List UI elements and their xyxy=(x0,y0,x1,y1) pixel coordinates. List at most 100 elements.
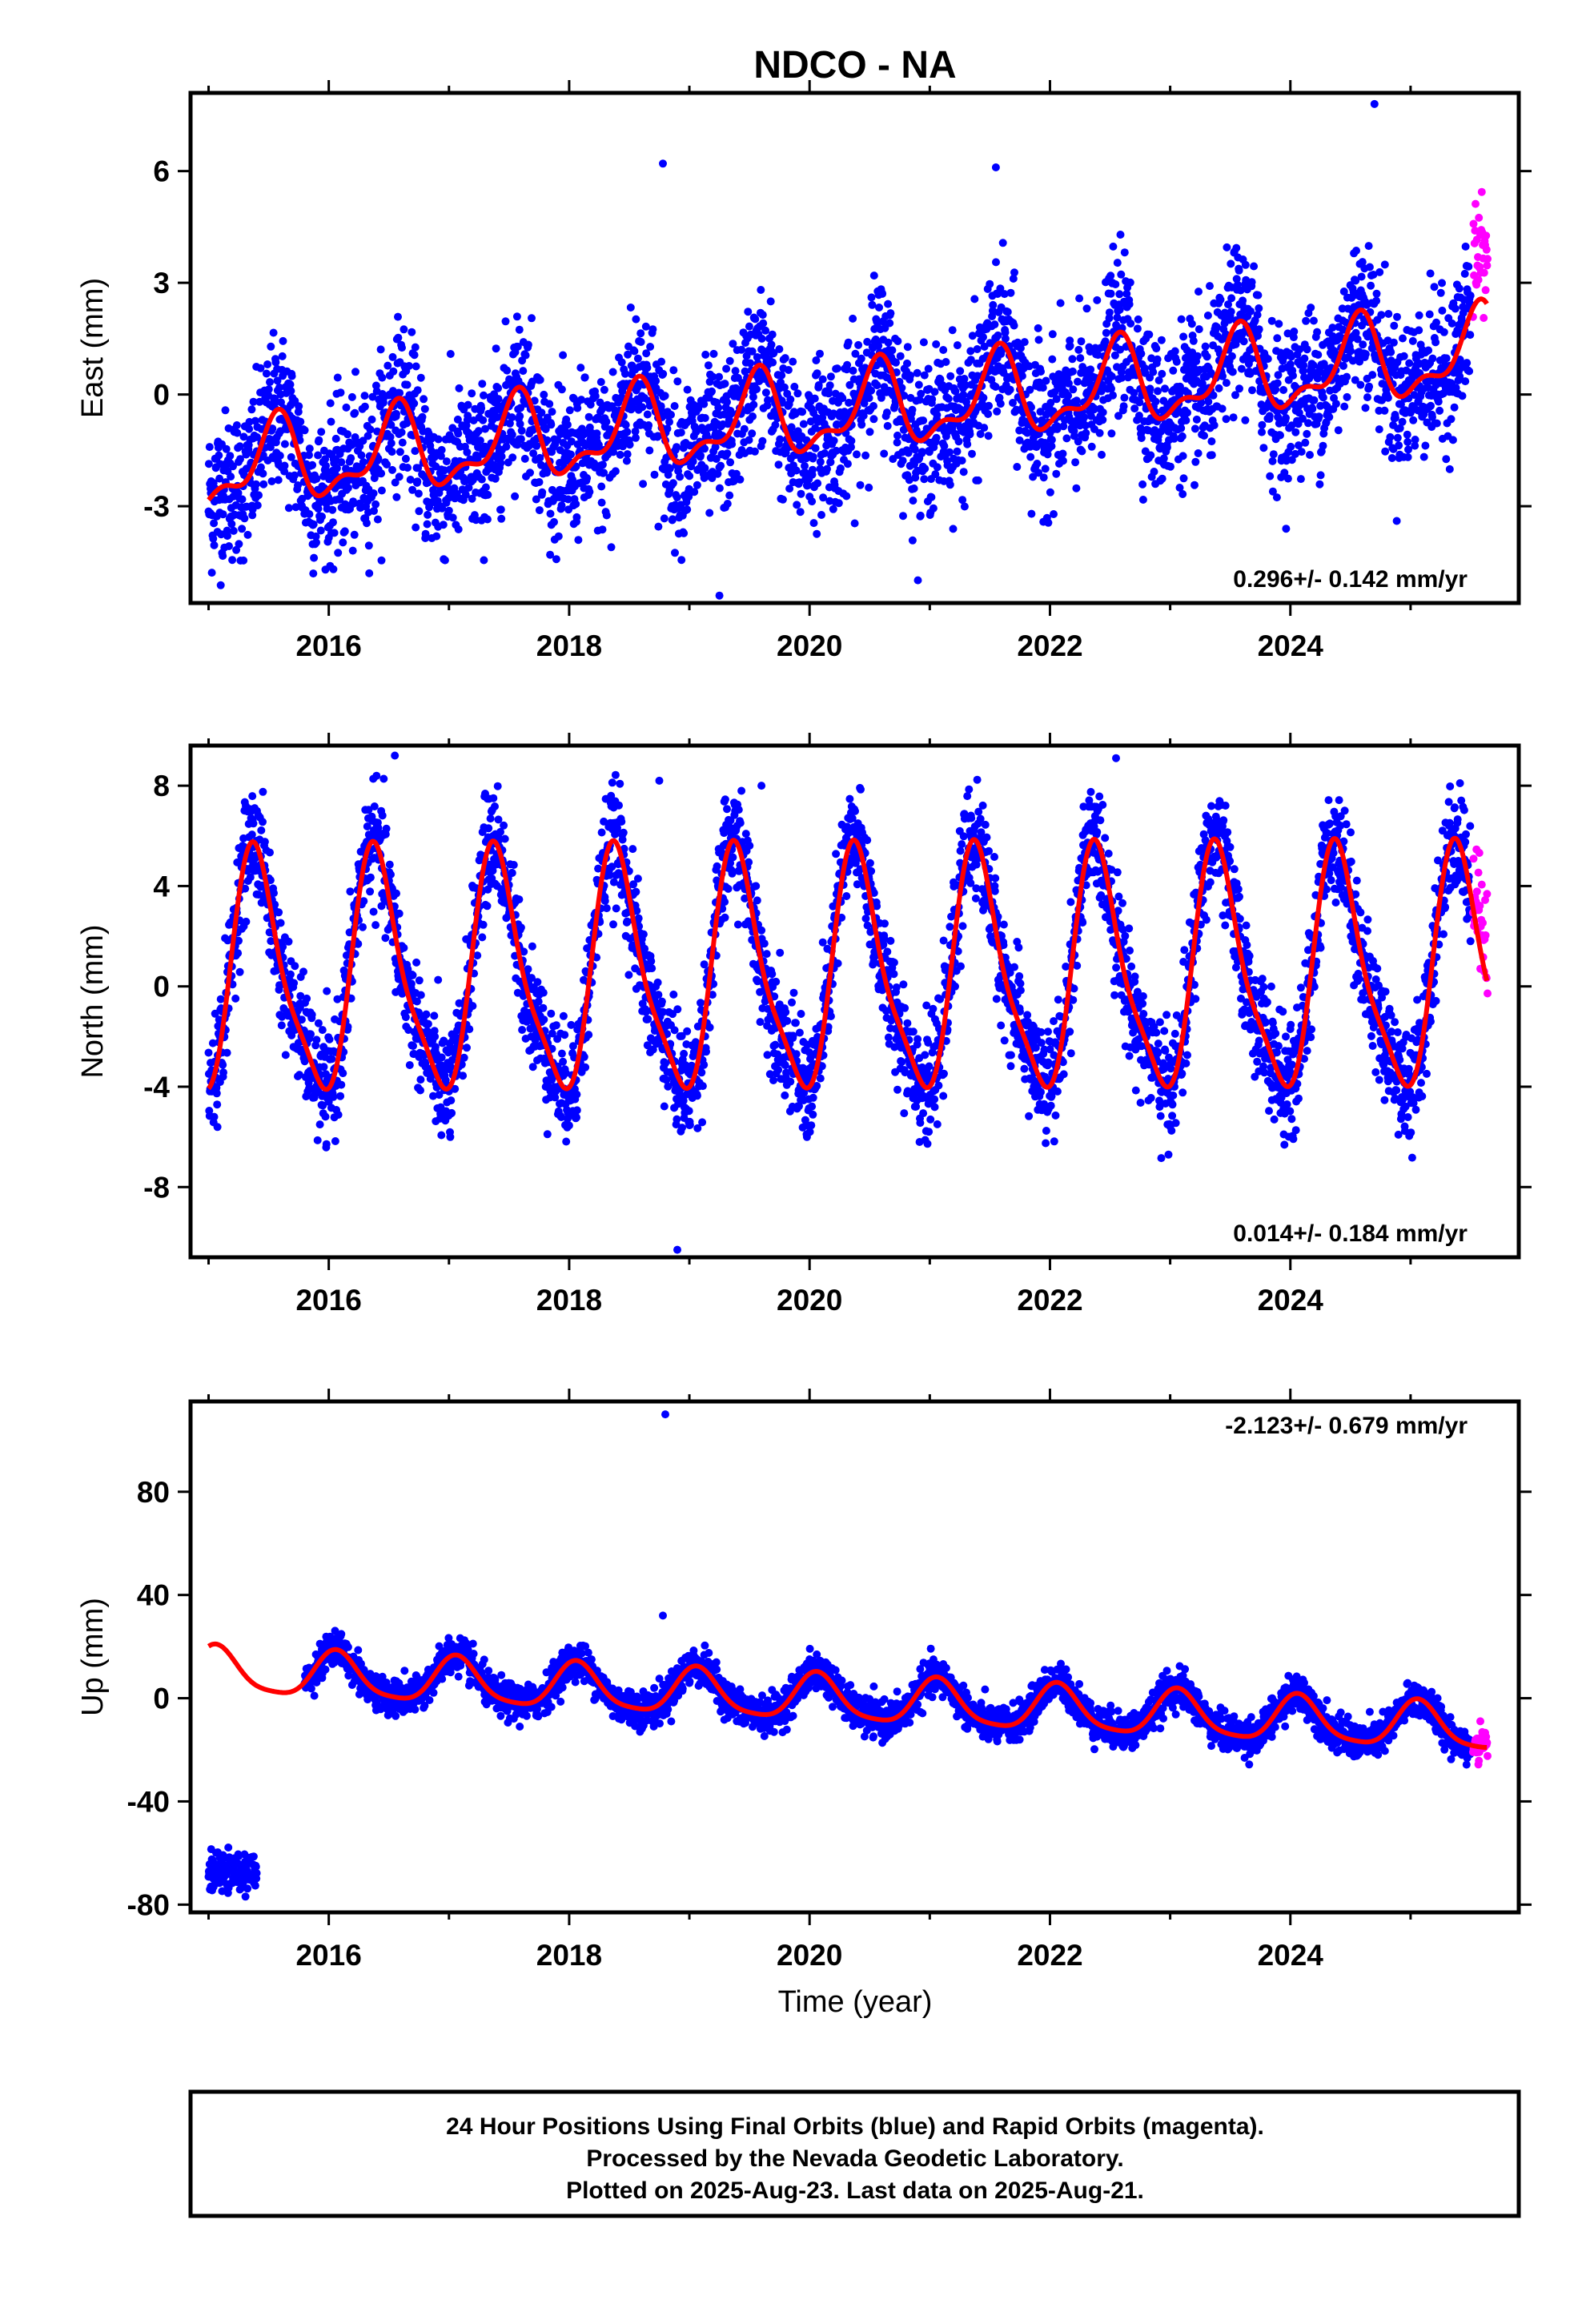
east-point xyxy=(1409,416,1418,424)
east-point xyxy=(267,342,275,351)
east-point xyxy=(529,449,538,458)
east-point xyxy=(966,430,974,439)
east-point xyxy=(1105,308,1114,317)
east-point xyxy=(266,378,274,387)
east-point xyxy=(553,436,562,444)
north-point xyxy=(286,970,295,979)
east-point xyxy=(401,454,410,463)
east-point xyxy=(501,317,510,326)
east-point xyxy=(801,461,809,470)
east-point xyxy=(278,352,287,360)
east-point xyxy=(692,428,701,436)
east-point xyxy=(1169,366,1178,375)
east-point xyxy=(832,446,841,455)
east-point xyxy=(683,505,692,514)
east-point xyxy=(709,372,717,381)
east-point xyxy=(583,474,592,482)
east-point xyxy=(636,329,645,338)
east-point xyxy=(638,403,647,412)
east-point xyxy=(673,443,681,452)
east-point xyxy=(789,357,797,366)
east-point xyxy=(1152,344,1161,353)
east-point xyxy=(481,424,489,433)
east-point xyxy=(205,443,214,452)
north-point xyxy=(307,1030,315,1039)
east-point xyxy=(1254,291,1263,300)
east-point xyxy=(1187,320,1196,328)
east-point xyxy=(857,354,865,363)
east-point xyxy=(1310,396,1319,404)
east-point xyxy=(659,159,667,168)
east-point xyxy=(1448,436,1457,444)
east-point xyxy=(1010,321,1018,330)
east-point xyxy=(1395,441,1403,450)
east-point xyxy=(914,380,923,389)
north-point xyxy=(528,1063,537,1072)
east-point xyxy=(1247,307,1255,316)
east-point xyxy=(287,372,296,380)
east-point xyxy=(869,415,878,424)
east-point xyxy=(275,383,283,392)
east-point xyxy=(376,345,385,354)
east-point xyxy=(1135,398,1144,407)
east-point xyxy=(979,333,987,341)
east-point xyxy=(511,492,520,501)
east-point xyxy=(1304,419,1312,428)
north-point xyxy=(500,821,508,830)
east-point xyxy=(944,394,953,403)
north-point xyxy=(213,1100,222,1109)
east-point xyxy=(608,368,617,376)
east-point xyxy=(461,490,470,499)
east-point xyxy=(1178,490,1187,498)
east-point xyxy=(1419,452,1428,461)
east-point xyxy=(219,552,227,561)
east-point xyxy=(536,376,544,384)
east-point xyxy=(1041,464,1050,473)
north-point xyxy=(303,994,311,1003)
east-point xyxy=(1207,451,1216,460)
east-point xyxy=(387,439,396,448)
east-point xyxy=(373,515,382,524)
north-point xyxy=(408,971,417,979)
east-point xyxy=(1432,318,1440,327)
east-point xyxy=(363,432,372,440)
east-point xyxy=(326,399,335,408)
north-point xyxy=(543,1130,552,1139)
east-point xyxy=(1066,341,1074,350)
east-point xyxy=(998,239,1007,247)
east-point xyxy=(715,372,724,381)
east-point xyxy=(875,304,883,312)
east-point xyxy=(1481,286,1490,295)
east-point xyxy=(917,448,926,456)
east-point xyxy=(1314,351,1323,359)
east-point xyxy=(1227,294,1236,303)
east-point xyxy=(1403,452,1412,461)
east-point xyxy=(757,334,766,343)
east-x-tick-label: 2020 xyxy=(777,629,842,662)
east-point xyxy=(479,416,488,424)
east-x-tick-label: 2024 xyxy=(1258,629,1324,662)
east-point xyxy=(594,440,603,449)
east-point xyxy=(1107,372,1116,380)
east-point xyxy=(1266,472,1275,480)
east-point xyxy=(496,459,505,468)
east-point xyxy=(436,452,445,460)
east-point xyxy=(520,454,529,463)
east-point xyxy=(581,441,590,450)
east-point xyxy=(269,328,278,337)
east-point xyxy=(777,371,786,380)
east-point xyxy=(253,432,261,441)
east-point xyxy=(826,458,835,466)
east-point xyxy=(502,442,511,451)
east-point xyxy=(274,476,283,485)
east-point xyxy=(1398,417,1407,426)
east-point xyxy=(1380,260,1389,269)
east-point xyxy=(1106,271,1115,280)
east-point xyxy=(920,371,929,380)
east-point xyxy=(787,423,796,432)
north-point xyxy=(437,1131,446,1140)
east-point xyxy=(750,447,759,456)
east-point xyxy=(953,341,962,350)
east-point xyxy=(413,386,422,395)
east-point xyxy=(1126,320,1135,328)
